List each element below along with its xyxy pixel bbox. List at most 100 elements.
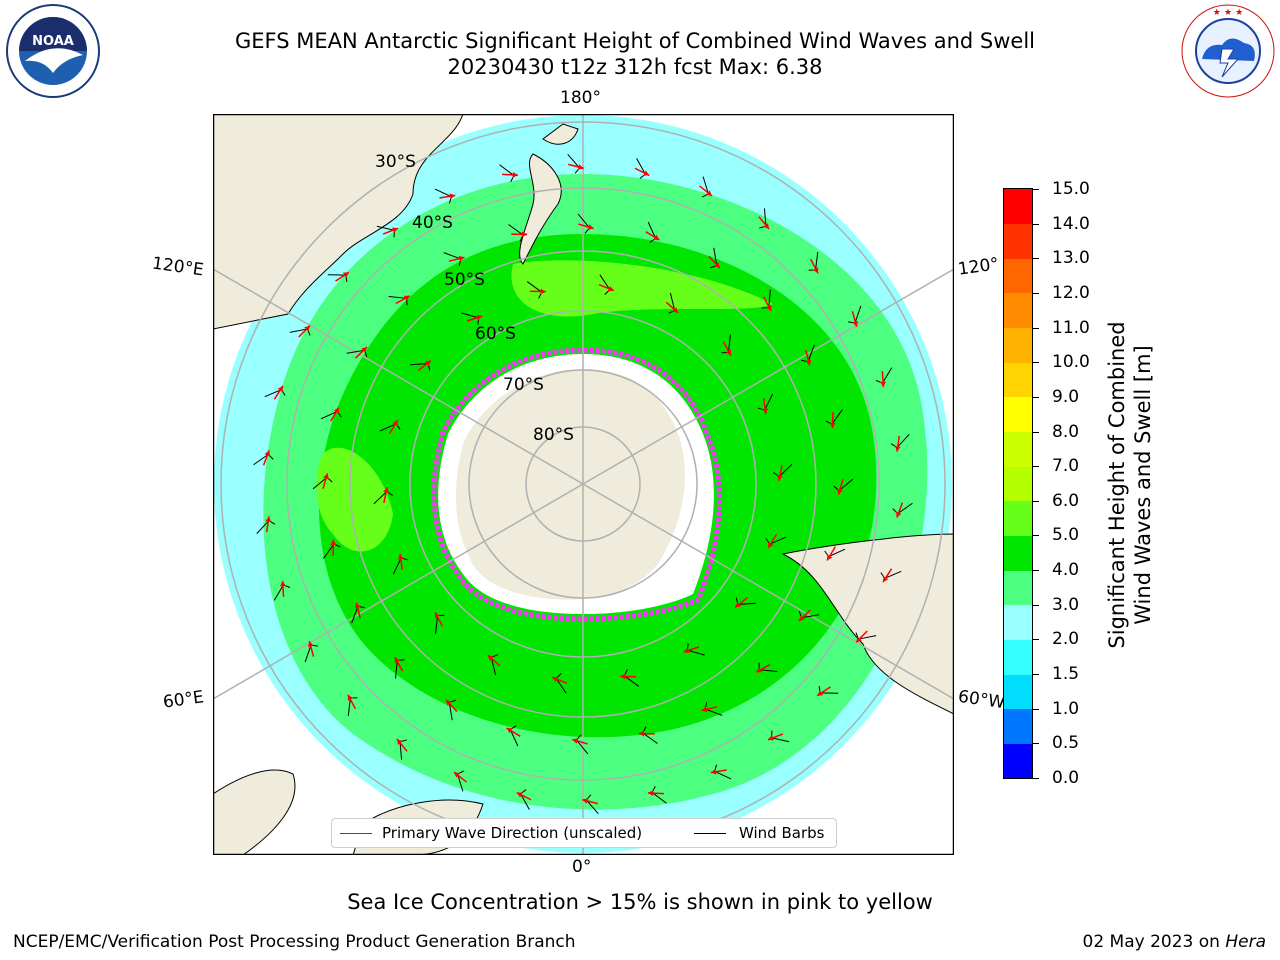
colorbar-tick-label: 15.0 (1052, 179, 1090, 199)
legend-wind-line (694, 833, 726, 834)
colorbar-segment (1004, 362, 1032, 398)
colorbar-segment (1004, 708, 1032, 744)
colorbar-tick-label: 2.0 (1052, 629, 1080, 650)
colorbar-tick (1033, 431, 1039, 433)
wave-arrow-head (577, 164, 584, 170)
wave-arrow-head (837, 488, 843, 495)
lon-label-180: 180° (560, 88, 601, 108)
lon-label-120w: 120° (956, 254, 1001, 280)
land-new-zealand (519, 153, 562, 265)
lon-label-120e: 120°E (150, 253, 205, 281)
noaa-logo: NOAA (6, 4, 100, 98)
colorbar-segment (1004, 743, 1032, 779)
legend-wave-line (340, 833, 372, 834)
wave-arrow-head (449, 193, 456, 200)
wave-arrow-head (307, 641, 314, 648)
wave-arrow-head (777, 475, 783, 481)
wave-arrow-head (540, 288, 546, 295)
wave-arrow-head (392, 227, 399, 233)
colorbar-segment (1004, 431, 1032, 467)
colorbar-tick (1033, 327, 1039, 329)
lon-label-60e: 60°E (161, 687, 206, 713)
wave-arrow-head (333, 407, 339, 414)
colorbar-tick (1033, 189, 1039, 190)
wave-arrow-head (582, 798, 589, 804)
wave-arrow-head (768, 541, 774, 548)
colorbar-tick (1033, 570, 1039, 572)
colorbar-tick-label: 11.0 (1052, 317, 1090, 338)
colorbar-tick (1033, 362, 1039, 364)
sea-ice-note: Sea Ice Concentration > 15% is shown in … (347, 890, 933, 914)
colorbar-tick-label: 13.0 (1052, 248, 1090, 269)
legend-wave-label: Primary Wave Direction (unscaled) (382, 824, 643, 842)
wave-arrow-head (725, 349, 732, 356)
sea-ice-edge (431, 347, 722, 622)
meridian-120w (582, 268, 954, 485)
date-prefix: 02 May 2023 on (1082, 932, 1226, 952)
wave-arrow-head (798, 615, 805, 622)
wave-arrow-head (805, 359, 812, 366)
colorbar-tick (1033, 466, 1039, 468)
colorbar-tick (1033, 223, 1039, 225)
colorbar-tick-label: 14.0 (1052, 213, 1090, 234)
wave-arrow-head (512, 172, 519, 178)
wave-arrow-head (714, 262, 721, 269)
colorbar-tick (1033, 674, 1039, 676)
wave-arrow-head (265, 516, 272, 522)
colorbar-tick-label: 0.0 (1052, 768, 1080, 788)
wave-arrow-head (763, 223, 770, 230)
lon-label-0: 0° (572, 857, 592, 877)
wave-arrow-head (572, 738, 579, 744)
colorbar-tick-label: 8.0 (1052, 421, 1080, 442)
wave-arrow-head (683, 647, 690, 654)
wave-arrow-head (347, 694, 353, 701)
wave-arrow-head (552, 676, 559, 683)
chart-subtitle: 20230430 t12z 312h fcst Max: 6.38 (447, 55, 823, 79)
wave-arrow-layer (262, 163, 904, 805)
colorbar-segment (1004, 674, 1032, 710)
colorbar-tick-label: 3.0 (1052, 594, 1080, 615)
wave-arrow-head (425, 360, 431, 367)
wave-arrow-head (756, 667, 763, 673)
colorbar-tick-label: 10.0 (1052, 352, 1090, 373)
colorbar-tick (1033, 639, 1039, 641)
wave-arrow-head (277, 385, 284, 392)
wave-arrow-head (396, 738, 403, 745)
colorbar-segment (1004, 258, 1032, 294)
colorbar-title-line2: Wind Waves and Swell [m] (1131, 345, 1155, 625)
colorbar-tick-label: 6.0 (1052, 490, 1080, 511)
wave-arrow-head (856, 636, 862, 643)
colorbar-segment (1004, 604, 1032, 640)
wave-arrow-head (587, 224, 594, 230)
wave-arrow-head (516, 792, 523, 798)
wave-arrow-head (397, 553, 404, 560)
colorbar-segment (1004, 223, 1032, 259)
colorbar-segment (1004, 396, 1032, 433)
wave-arrow-head (880, 381, 886, 388)
wave-arrow-head (383, 487, 389, 493)
map-panel: 30°S 40°S 50°S 60°S 70°S 80°S Primary Wa… (213, 114, 954, 855)
wave-arrow-head (394, 657, 400, 664)
wave-arrow-head (342, 272, 349, 278)
wave-arrow-head (521, 231, 528, 238)
colorbar-tick (1033, 500, 1039, 502)
land-africa (213, 769, 296, 855)
wave-arrow-head (647, 790, 654, 796)
wave-arrow-head (766, 304, 772, 311)
wave-arrow-head (506, 728, 513, 734)
nws-logo: ★ ★ ★ (1181, 4, 1275, 98)
noaa-logo-text: NOAA (32, 34, 74, 49)
colorbar-tick-label: 1.5 (1052, 664, 1080, 685)
wave-arrow-head (330, 539, 337, 546)
wave-arrow-head (304, 325, 310, 332)
colorbar-tick-label: 12.0 (1052, 282, 1090, 303)
wave-arrow-head (767, 735, 774, 741)
wave-arrow-head (701, 706, 708, 713)
colorbar-tick (1033, 743, 1039, 745)
colorbar-tick (1033, 604, 1039, 606)
wave-arrow-head (445, 699, 452, 706)
date-text: 02 May 2023 on Hera (1083, 932, 1267, 952)
wave-arrow-head (710, 768, 717, 775)
wave-arrow-head (827, 554, 833, 561)
map-frame (213, 114, 954, 855)
